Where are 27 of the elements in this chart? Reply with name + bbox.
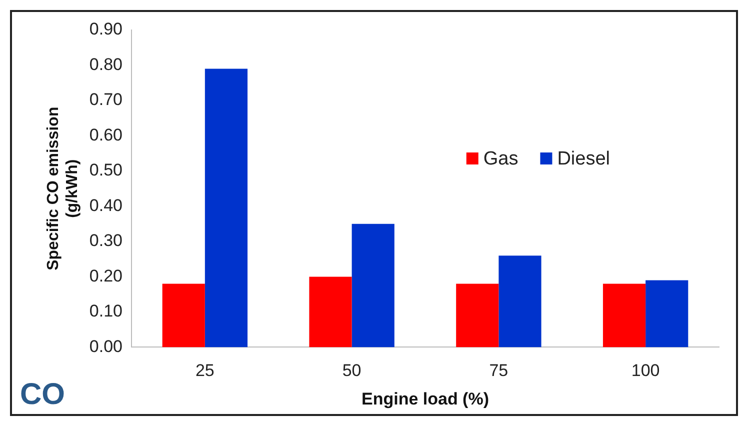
- bar: [309, 276, 352, 348]
- legend-label: Diesel: [557, 148, 610, 170]
- y-tick-label: 0.00: [89, 336, 122, 356]
- y-tick-label: 0.80: [89, 54, 122, 74]
- x-tick-label: 25: [195, 361, 214, 380]
- y-tick-label: 0.90: [89, 20, 122, 39]
- y-tick-label: 0.40: [89, 196, 122, 215]
- bar: [498, 256, 542, 348]
- bar: [456, 284, 499, 348]
- y-tick-label: 0.20: [89, 266, 122, 286]
- bar: [162, 284, 205, 348]
- y-tick-label: 0.30: [89, 231, 122, 250]
- y-tick-label: 0.70: [89, 90, 122, 110]
- bar: [646, 280, 688, 348]
- x-tick-label: 75: [489, 361, 508, 380]
- x-tick-label: 100: [631, 361, 660, 380]
- legend-label: Gas: [483, 148, 518, 170]
- x-tick-label: 50: [342, 361, 362, 380]
- bar: [602, 284, 646, 348]
- y-axis-title: Specific CO emission (g/kWh): [45, 106, 82, 270]
- text: CO: [20, 378, 65, 412]
- y-tick-label: 0.60: [89, 125, 122, 144]
- bar: [352, 224, 394, 348]
- x-axis-title: Engine load (%): [361, 389, 489, 408]
- bar: [204, 68, 248, 348]
- y-tick-label: 0.10: [89, 302, 122, 321]
- y-tick-label: 0.50: [89, 160, 122, 180]
